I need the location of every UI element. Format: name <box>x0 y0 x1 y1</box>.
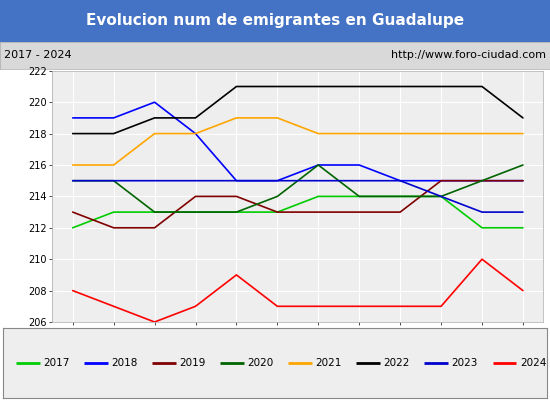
Text: 2022: 2022 <box>384 358 410 368</box>
Text: 2021: 2021 <box>316 358 342 368</box>
Text: 2017 - 2024: 2017 - 2024 <box>4 50 72 60</box>
Text: 2019: 2019 <box>179 358 206 368</box>
Text: 2018: 2018 <box>112 358 138 368</box>
Text: Evolucion num de emigrantes en Guadalupe: Evolucion num de emigrantes en Guadalupe <box>86 14 464 28</box>
Text: http://www.foro-ciudad.com: http://www.foro-ciudad.com <box>390 50 546 60</box>
Text: 2023: 2023 <box>452 358 478 368</box>
Text: 2024: 2024 <box>520 358 546 368</box>
Text: 2017: 2017 <box>43 358 70 368</box>
Text: 2020: 2020 <box>248 358 274 368</box>
